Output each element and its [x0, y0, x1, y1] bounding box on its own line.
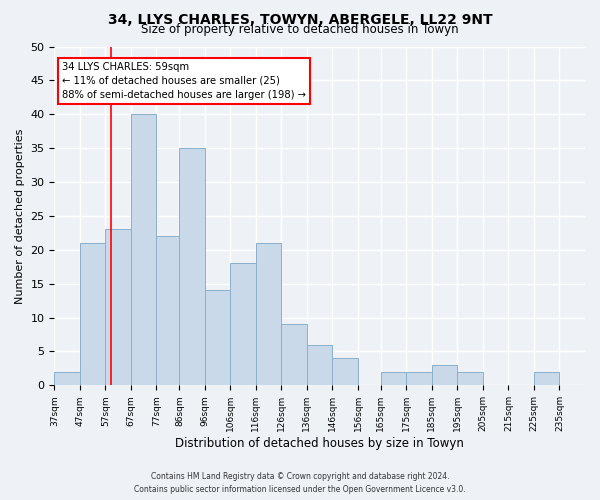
Bar [205, 290, 230, 386]
Bar [55, 372, 80, 386]
X-axis label: Distribution of detached houses by size in Towyn: Distribution of detached houses by size … [175, 437, 464, 450]
Bar [281, 324, 307, 386]
Text: Size of property relative to detached houses in Towyn: Size of property relative to detached ho… [141, 22, 459, 36]
Bar [179, 148, 205, 386]
Bar [80, 243, 106, 386]
Bar [131, 114, 157, 386]
Bar [381, 372, 406, 386]
Bar [406, 372, 432, 386]
Bar [534, 372, 559, 386]
Bar [307, 344, 332, 386]
Bar [106, 230, 131, 386]
Bar [256, 243, 281, 386]
Bar [432, 365, 457, 386]
Bar [457, 372, 483, 386]
Text: 34, LLYS CHARLES, TOWYN, ABERGELE, LL22 9NT: 34, LLYS CHARLES, TOWYN, ABERGELE, LL22 … [107, 12, 493, 26]
Text: Contains HM Land Registry data © Crown copyright and database right 2024.
Contai: Contains HM Land Registry data © Crown c… [134, 472, 466, 494]
Bar [157, 236, 179, 386]
Bar [230, 264, 256, 386]
Bar [332, 358, 358, 386]
Text: 34 LLYS CHARLES: 59sqm
← 11% of detached houses are smaller (25)
88% of semi-det: 34 LLYS CHARLES: 59sqm ← 11% of detached… [62, 62, 307, 100]
Y-axis label: Number of detached properties: Number of detached properties [15, 128, 25, 304]
